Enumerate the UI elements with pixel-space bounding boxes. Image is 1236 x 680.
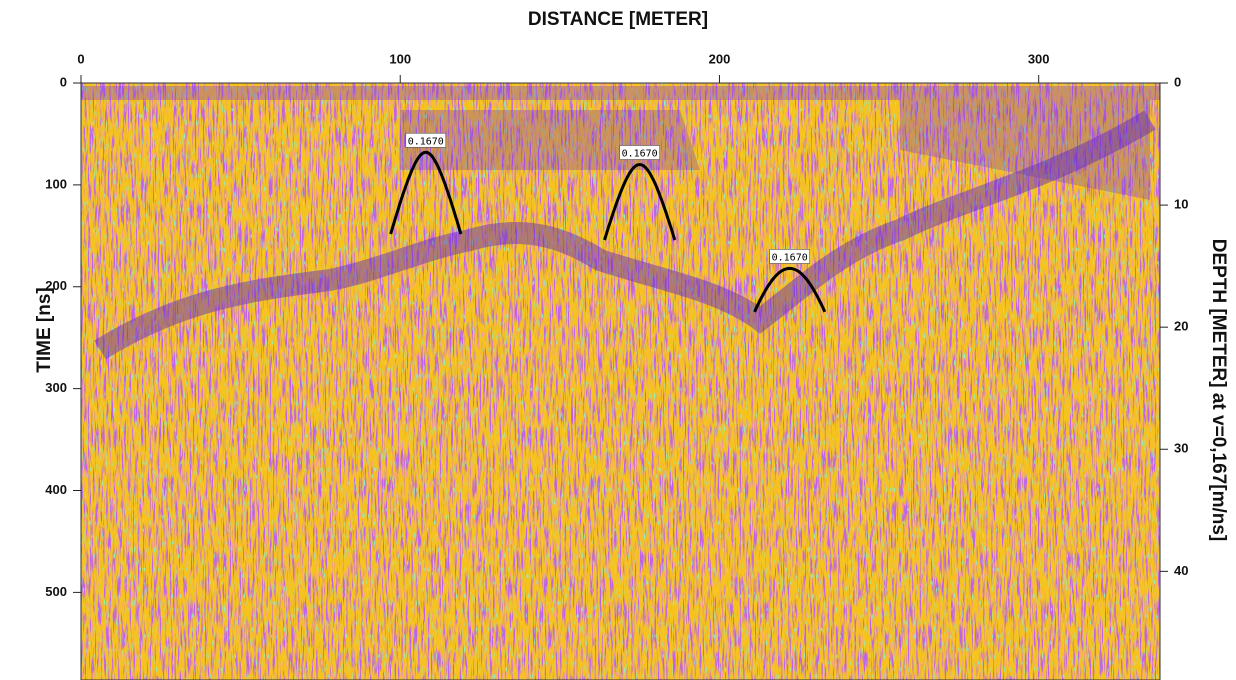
radargram-image [81,83,1160,680]
y-tick-label: 300 [45,380,67,395]
velocity-label: 0.1670 [622,149,658,160]
x-tick-label: 100 [389,51,411,66]
x-tick-label: 200 [709,51,731,66]
y-tick-label: 400 [45,482,67,497]
x-tick-label: 300 [1028,51,1050,66]
y2-tick-label: 40 [1174,563,1188,578]
y2-tick-label: 30 [1174,441,1188,456]
x-axis-title: DISTANCE [METER] [528,9,708,30]
velocity-label: 0.1670 [772,252,808,263]
y2-tick-label: 10 [1174,197,1188,212]
chart: DISTANCE [METER] TIME [ns] DEPTH [METER]… [0,0,1236,680]
velocity-label: 0.1670 [408,136,444,147]
y-tick-label: 500 [45,584,67,599]
y-axis-title: TIME [ns] [34,287,55,373]
y2-axis-title: DEPTH [METER] at v=0,167[m/ns] [1208,239,1229,542]
y-tick-label: 0 [60,74,67,89]
x-tick-label: 0 [77,51,84,66]
y-tick-label: 100 [45,176,67,191]
y2-tick-label: 0 [1174,74,1181,89]
y-tick-label: 200 [45,278,67,293]
y2-tick-label: 20 [1174,319,1188,334]
